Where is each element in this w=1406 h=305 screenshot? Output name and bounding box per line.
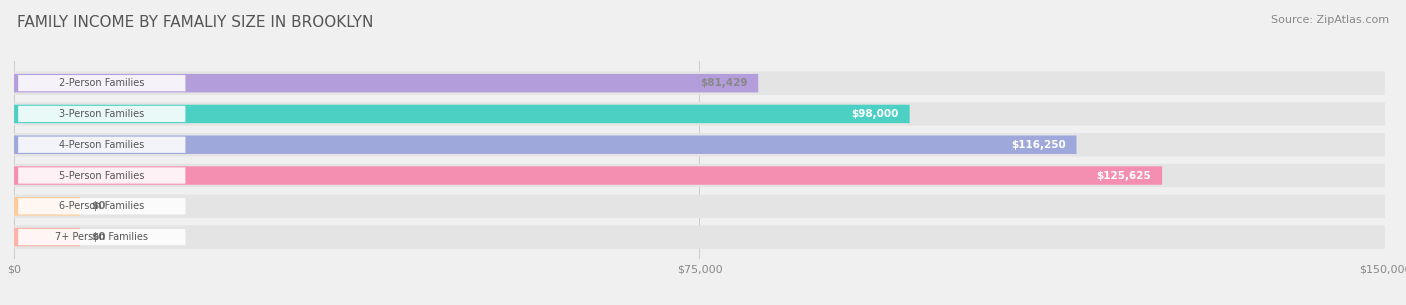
FancyBboxPatch shape — [14, 71, 1385, 95]
FancyBboxPatch shape — [14, 166, 1163, 185]
FancyBboxPatch shape — [18, 167, 186, 184]
Text: FAMILY INCOME BY FAMALIY SIZE IN BROOKLYN: FAMILY INCOME BY FAMALIY SIZE IN BROOKLY… — [17, 15, 373, 30]
FancyBboxPatch shape — [18, 137, 186, 153]
FancyBboxPatch shape — [14, 133, 1385, 156]
Text: $98,000: $98,000 — [852, 109, 898, 119]
FancyBboxPatch shape — [14, 195, 1385, 218]
FancyBboxPatch shape — [14, 102, 1385, 126]
Text: 2-Person Families: 2-Person Families — [59, 78, 145, 88]
Text: $116,250: $116,250 — [1011, 140, 1066, 150]
Text: Source: ZipAtlas.com: Source: ZipAtlas.com — [1271, 15, 1389, 25]
FancyBboxPatch shape — [14, 228, 80, 246]
FancyBboxPatch shape — [18, 198, 186, 214]
FancyBboxPatch shape — [14, 135, 1077, 154]
FancyBboxPatch shape — [14, 74, 758, 92]
Text: 5-Person Families: 5-Person Families — [59, 170, 145, 181]
FancyBboxPatch shape — [14, 197, 80, 216]
Text: $81,429: $81,429 — [700, 78, 747, 88]
Text: 3-Person Families: 3-Person Families — [59, 109, 145, 119]
FancyBboxPatch shape — [18, 75, 186, 91]
Text: 7+ Person Families: 7+ Person Families — [55, 232, 148, 242]
Text: $125,625: $125,625 — [1097, 170, 1152, 181]
FancyBboxPatch shape — [18, 106, 186, 122]
FancyBboxPatch shape — [18, 229, 186, 245]
Text: 4-Person Families: 4-Person Families — [59, 140, 145, 150]
Text: $0: $0 — [91, 201, 105, 211]
FancyBboxPatch shape — [14, 105, 910, 123]
Text: $0: $0 — [91, 232, 105, 242]
FancyBboxPatch shape — [14, 164, 1385, 187]
FancyBboxPatch shape — [14, 225, 1385, 249]
Text: 6-Person Families: 6-Person Families — [59, 201, 145, 211]
